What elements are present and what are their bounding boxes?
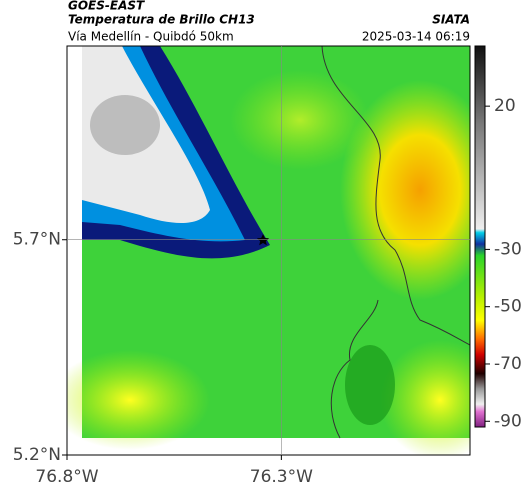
title: GOES-EAST	[68, 0, 145, 13]
colorbar-tick-label: -30	[494, 239, 522, 259]
x-tick-label: 76.3°W	[250, 467, 313, 487]
x-tick-label: 76.8°W	[35, 467, 98, 487]
y-tick-label: 5.2°N	[13, 445, 61, 465]
source: SIATA	[432, 13, 470, 27]
subtitle: Temperatura de Brillo CH13	[68, 13, 255, 27]
colorbar-tick-label: -70	[494, 354, 522, 374]
route: Vía Medellín - Quibdó 50km	[68, 30, 234, 44]
colorbar-tick-label: -50	[494, 297, 522, 317]
map-image	[67, 46, 470, 455]
timestamp: 2025-03-14 06:19	[362, 30, 470, 44]
colorbar	[474, 45, 486, 428]
y-tick-label: 5.7°N	[13, 230, 61, 250]
colorbar-tick-label: 20	[494, 96, 516, 116]
map-frame	[66, 45, 471, 456]
colorbar-tick-label: -90	[494, 411, 522, 431]
